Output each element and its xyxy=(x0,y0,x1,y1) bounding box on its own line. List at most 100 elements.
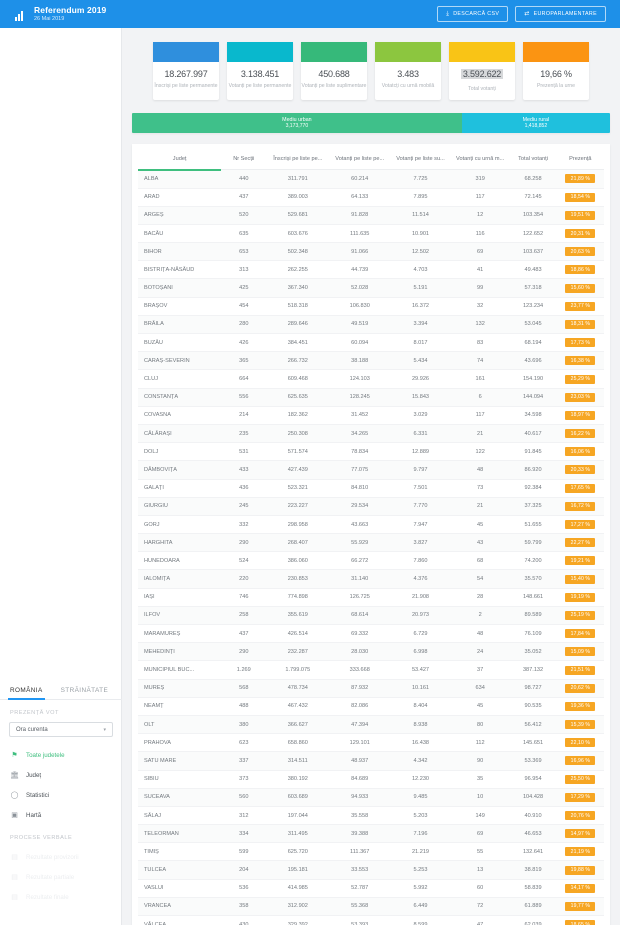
prezenta-badge: 20,62 % xyxy=(565,683,596,693)
sidebar-section-prezenta: PREZENȚĂ VOT xyxy=(10,710,59,716)
download-csv-label: DESCARCĂ CSV xyxy=(453,11,500,17)
cell-value-2: 386.060 xyxy=(266,551,330,571)
cell-value-1: 653 xyxy=(221,242,267,262)
table-header-3[interactable]: Votanți pe liste pe... xyxy=(329,147,391,171)
cell-value-1: 440 xyxy=(221,169,267,189)
cell-value-6: 122.652 xyxy=(509,224,557,244)
europarlamentare-button[interactable]: ⇄ EUROPARLAMENTARE xyxy=(515,6,606,22)
table-row[interactable]: CĂLĂRAȘI 235 250.308 34.265 6.331 21 40.617 16,… xyxy=(138,424,604,444)
table-row[interactable]: OLT 380 366.627 47.394 8.938 80 56.412 15,39 % xyxy=(138,715,604,735)
table-row[interactable]: MUREȘ 568 478.734 87.932 10.161 634 98.727 20,6… xyxy=(138,679,604,698)
cell-prezenta: 17,29 % xyxy=(556,788,604,807)
cell-county: BISTRIȚA-NĂSĂUD xyxy=(138,260,222,280)
table-row[interactable]: SIBIU 373 380.192 84.689 12.230 35 96.954 25,50… xyxy=(138,770,604,789)
table-row[interactable]: IALOMIȚA 220 230.853 31.140 4.376 54 35.570 15,… xyxy=(138,569,604,589)
table-row[interactable]: HUNEDOARA 524 386.060 66.272 7.860 68 74.200 19… xyxy=(138,551,604,571)
cell-value-1: 437 xyxy=(221,188,267,207)
cell-value-3: 111.367 xyxy=(329,842,391,862)
cell-prezenta: 16,22 % xyxy=(556,424,604,444)
table-row[interactable]: BIHOR 653 502.348 91.066 12.502 69 103.637 20,6… xyxy=(138,242,604,262)
download-csv-button[interactable]: ⤓ DESCARCĂ CSV xyxy=(437,6,509,22)
cell-value-2: 197.044 xyxy=(266,806,330,826)
table-row[interactable]: ILFOV 258 355.619 68.614 20.973 2 89.589 25,19 … xyxy=(138,606,604,626)
prezenta-badge: 22,27 % xyxy=(565,538,596,548)
prezenta-badge: 15,39 % xyxy=(565,720,596,730)
table-row[interactable]: SUCEAVA 560 603.689 94.933 9.485 10 104.428 17,… xyxy=(138,788,604,807)
table-row[interactable]: TELEORMAN 334 311.495 39.388 7.196 69 46.653 14… xyxy=(138,824,604,844)
table-row[interactable]: BACĂU 635 603.676 111.635 10.901 116 122.652 20… xyxy=(138,224,604,244)
table-row[interactable]: BRĂILA 280 289.646 49.519 3.394 132 53.045 18,3… xyxy=(138,315,604,335)
table-row[interactable]: BUZĂU 426 384.451 60.094 8.017 83 68.194 17,73 … xyxy=(138,333,604,353)
sidebar-tab-1[interactable]: STRĂINĂTATE xyxy=(60,687,109,694)
table-row[interactable]: DÂMBOVIȚA 433 427.439 77.075 9.797 48 86.920 20… xyxy=(138,460,604,480)
hour-select[interactable]: Ora curenta ▾ xyxy=(9,722,113,737)
table-header-4[interactable]: Votanți pe liste su... xyxy=(390,147,451,171)
cell-value-3: 68.614 xyxy=(329,606,391,626)
cell-value-6: 90.535 xyxy=(509,697,557,716)
cell-value-5: 72 xyxy=(450,897,510,917)
sidebar-item-statistici[interactable]: ◯ Statistici xyxy=(0,785,122,805)
sidebar-section-procese: PROCESE VERBALE xyxy=(10,835,73,841)
table-header-0[interactable]: Județ xyxy=(138,147,222,171)
cell-value-6: 35.570 xyxy=(509,569,557,589)
table-row[interactable]: VÂLCEA 430 329.392 53.393 8.599 47 62.039 18,65… xyxy=(138,915,604,925)
cell-county: VÂLCEA xyxy=(138,915,222,925)
table-header-2[interactable]: Înscriși pe liste pe... xyxy=(266,147,330,171)
table-header-7[interactable]: Prezență xyxy=(556,147,604,171)
table-header-6[interactable]: Total votanți xyxy=(509,147,557,171)
table-row[interactable]: ARGEȘ 520 529.681 91.828 11.514 12 103.354 19,5… xyxy=(138,206,604,225)
table-row[interactable]: BRAȘOV 454 518.318 106.830 16.372 32 123.234 23… xyxy=(138,297,604,316)
cell-prezenta: 15,40 % xyxy=(556,569,604,589)
cell-prezenta: 17,27 % xyxy=(556,515,604,535)
table-row[interactable]: DOLJ 531 571.574 78.834 12.889 122 91.845 16,06… xyxy=(138,442,604,462)
cell-value-6: 144.094 xyxy=(509,388,557,407)
table-row[interactable]: COVASNA 214 182.362 31.452 3.029 117 34.598 18,… xyxy=(138,406,604,425)
prezenta-badge: 25,29 % xyxy=(565,374,596,384)
table-row[interactable]: ALBA 440 311.791 60.214 7.725 319 68.258 21,89 … xyxy=(138,169,604,189)
table-row[interactable]: VRANCEA 358 312.902 55.368 6.449 72 61.889 19,7… xyxy=(138,897,604,917)
cell-value-4: 11.514 xyxy=(390,206,451,225)
table-row[interactable]: GALAȚI 436 523.321 84.810 7.501 73 92.384 17,65… xyxy=(138,479,604,498)
table-row[interactable]: MEHEDINȚI 290 232.287 28.030 6.998 24 35.052 15… xyxy=(138,642,604,662)
cell-value-2: 609.468 xyxy=(266,369,330,389)
sidebar-item-hartă[interactable]: ▣ Hartă xyxy=(0,805,122,825)
cell-value-3: 60.214 xyxy=(329,169,391,189)
app-date: 26 Mai 2019 xyxy=(34,15,65,22)
table-row[interactable]: BOTOȘANI 425 367.340 52.028 5.191 99 57.318 15,… xyxy=(138,278,604,298)
table-row[interactable]: IAȘI 746 774.898 126.725 21.908 28 148.661 19,1… xyxy=(138,588,604,607)
cell-value-1: 599 xyxy=(221,842,267,862)
table-row[interactable]: MARAMUREȘ 437 426.514 69.332 6.729 48 76.109 17… xyxy=(138,624,604,644)
table-row[interactable]: CLUJ 664 609.468 124.103 29.926 161 154.190 25,… xyxy=(138,369,604,389)
table-row[interactable]: TULCEA 204 195.181 33.553 5.253 13 38.819 19,88… xyxy=(138,860,604,880)
cell-county: VRANCEA xyxy=(138,897,222,917)
cell-value-4: 4.342 xyxy=(390,751,451,771)
table-header-5[interactable]: Votanți cu urnă m... xyxy=(450,147,510,171)
table-row[interactable]: GIURGIU 245 223.227 29.534 7.770 21 37.325 16,7… xyxy=(138,497,604,516)
table-row[interactable]: GORJ 332 298.958 43.663 7.947 45 51.655 17,27 % xyxy=(138,515,604,535)
cell-value-3: 31.140 xyxy=(329,569,391,589)
sidebar-item-județ[interactable]: 🏛 Județ xyxy=(0,765,122,785)
table-row[interactable]: MUNICIPIUL BUC... 1.269 1.799.075 333.668 53… xyxy=(138,660,604,680)
table-row[interactable]: SĂLAJ 312 197.044 35.558 5.203 149 40.910 20,76… xyxy=(138,806,604,826)
table-row[interactable]: CARAȘ-SEVERIN 365 266.732 38.188 5.434 74 43.6… xyxy=(138,351,604,371)
table-row[interactable]: NEAMȚ 488 467.432 82.086 8.404 45 90.535 19,36 … xyxy=(138,697,604,716)
table-row[interactable]: PRAHOVA 623 658.860 129.101 16.438 112 145.651… xyxy=(138,733,604,753)
table-row[interactable]: ARAD 437 389.003 64.133 7.895 117 72.145 18,54 … xyxy=(138,188,604,207)
prezenta-badge: 19,21 % xyxy=(565,556,596,566)
sidebar-tab-0[interactable]: ROMÂNIA xyxy=(8,680,45,700)
download-icon: ⤓ xyxy=(446,11,450,17)
cell-value-4: 16.438 xyxy=(390,733,451,753)
cell-value-5: 21 xyxy=(450,497,510,516)
sidebar-disabled-label: Rezultate finale xyxy=(26,893,69,901)
table-row[interactable]: VASLUI 536 414.985 52.787 5.992 60 58.839 14,17… xyxy=(138,879,604,898)
cell-prezenta: 15,09 % xyxy=(556,642,604,662)
cell-value-2: 298.958 xyxy=(266,515,330,535)
table-header-1[interactable]: Nr Secții xyxy=(221,147,267,171)
cell-value-5: 48 xyxy=(450,460,510,480)
table-row[interactable]: HARGHITA 290 268.407 55.929 3.827 43 59.799 22,… xyxy=(138,533,604,553)
table-row[interactable]: CONSTANȚA 556 625.635 128.245 15.843 6 144.094… xyxy=(138,388,604,407)
table-row[interactable]: BISTRIȚA-NĂSĂUD 313 262.255 44.739 4.703 41 49… xyxy=(138,260,604,280)
sidebar-item-toate-judetele[interactable]: ⚑ Toate judetele xyxy=(0,745,122,765)
table-row[interactable]: TIMIȘ 599 625.720 111.367 21.219 55 132.641 21,… xyxy=(138,842,604,862)
table-row[interactable]: SATU MARE 337 314.511 48.937 4.342 90 53.369 16… xyxy=(138,751,604,771)
